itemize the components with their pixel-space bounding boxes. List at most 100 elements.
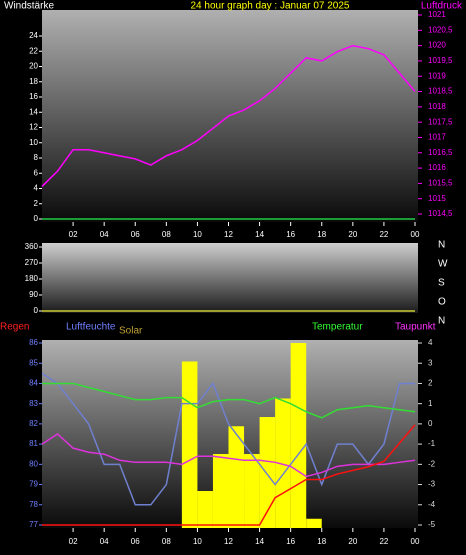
x-tick-label: 20 [348, 537, 357, 546]
y-tick-label: 81 [29, 439, 38, 448]
y-tick-label: 6 [34, 168, 39, 177]
direction-label: W [438, 259, 448, 270]
direction-label: N [438, 316, 445, 327]
x-tick-label: 22 [379, 230, 388, 239]
y-tick-label: 83 [29, 399, 38, 408]
y2-tick-label: 0 [428, 419, 433, 428]
y-tick-label: 86 [29, 338, 38, 347]
plot-bg [42, 243, 418, 313]
series-line [42, 382, 416, 419]
legend-solar: Solar [119, 326, 143, 337]
y-tick-label: 4 [34, 184, 39, 193]
solar-bar [290, 343, 307, 528]
direction-label: S [438, 278, 445, 289]
x-tick-label: 08 [162, 230, 171, 239]
y2-tick-label: 1014,5 [428, 209, 453, 218]
series-line [41, 44, 416, 187]
y-tick-label: 78 [29, 500, 38, 509]
y2-tick-label: 1019,5 [428, 56, 453, 65]
y2-tick-label: 1018 [428, 102, 446, 111]
y2-tick-label: 1015 [428, 194, 446, 203]
x-tick-label: 22 [379, 537, 388, 546]
y2-tick-label: 1016,5 [428, 148, 453, 157]
y2-tick-label: -4 [428, 500, 436, 509]
y2-tick-label: 1018,5 [428, 87, 453, 96]
y-tick-label: 8 [34, 153, 39, 162]
y-tick-label: 84 [29, 379, 38, 388]
x-tick-label: 00 [411, 230, 420, 239]
series-line [42, 424, 416, 526]
x-tick-label: 10 [193, 537, 202, 546]
legend-dewpoint: Taupunkt [395, 322, 436, 333]
y2-tick-label: 3 [428, 358, 433, 367]
y2-tick-label: 4 [428, 338, 433, 347]
series-line [41, 433, 416, 478]
solar-bar [306, 518, 322, 528]
x-tick-label: 00 [411, 537, 420, 546]
y2-tick-label: 1019 [428, 71, 446, 80]
y-tick-label: 20 [29, 62, 38, 71]
y2-tick-label: 1017 [428, 133, 446, 142]
x-tick-label: 04 [100, 230, 109, 239]
y2-label: Luftdruck [421, 1, 463, 12]
solar-bar [197, 491, 213, 528]
legend-rain: Regen [0, 322, 29, 333]
x-tick-label: 08 [162, 537, 171, 546]
y2-tick-label: -2 [428, 459, 436, 468]
x-tick-label: 10 [193, 230, 202, 239]
solar-bar [244, 454, 260, 528]
y-tick-label: 24 [29, 31, 38, 40]
y2-tick-label: -1 [428, 439, 436, 448]
y-tick-label: 14 [29, 107, 38, 116]
y2-tick-label: 1017,5 [428, 117, 453, 126]
x-tick-label: 06 [131, 230, 140, 239]
title: 24 hour graph day : Januar 07 2025 [190, 1, 349, 12]
y-tick-label: 180 [25, 274, 39, 283]
y-tick-label: 10 [29, 138, 38, 147]
y-tick-label: 12 [29, 123, 38, 132]
y-tick-label: 0 [34, 214, 39, 223]
solar-bar [181, 361, 198, 528]
y-tick-label: 360 [25, 242, 39, 251]
y2-tick-label: 1 [428, 399, 433, 408]
y2-tick-label: -3 [428, 480, 436, 489]
y2-tick-label: 1021 [428, 10, 446, 19]
x-tick-label: 02 [69, 230, 78, 239]
x-tick-label: 06 [131, 537, 140, 546]
solar-bar [228, 426, 245, 528]
x-tick-label: 14 [255, 230, 264, 239]
solar-bar [212, 454, 229, 528]
y2-tick-label: 1020,5 [428, 25, 453, 34]
x-tick-label: 16 [286, 230, 295, 239]
y-tick-label: 16 [29, 92, 38, 101]
y2-tick-label: 1020 [428, 41, 446, 50]
y-tick-label: 77 [29, 520, 38, 529]
x-tick-label: 20 [348, 230, 357, 239]
y-tick-label: 80 [29, 459, 38, 468]
y-label: Windstärke [4, 1, 54, 12]
y-label: Luftfeuchte [66, 322, 116, 333]
y-tick-label: 270 [25, 258, 39, 267]
x-tick-label: 16 [286, 537, 295, 546]
y-tick-label: 22 [29, 46, 38, 55]
y-tick-label: 18 [29, 77, 38, 86]
y2-tick-label: 1015,5 [428, 178, 453, 187]
x-tick-label: 02 [69, 537, 78, 546]
x-tick-label: 04 [100, 537, 109, 546]
y-tick-label: 90 [29, 290, 38, 299]
y-tick-label: 0 [34, 306, 39, 315]
x-tick-label: 18 [317, 537, 326, 546]
y-tick-label: 82 [29, 419, 38, 428]
y2-tick-label: 2 [428, 379, 433, 388]
x-tick-label: 18 [317, 230, 326, 239]
direction-label: N [438, 240, 445, 251]
x-tick-label: 14 [255, 537, 264, 546]
y-tick-label: 2 [34, 199, 39, 208]
x-tick-label: 12 [224, 537, 233, 546]
y2-label: Temperatur [312, 322, 363, 333]
solar-bar [259, 417, 276, 528]
y-tick-label: 79 [29, 480, 38, 489]
direction-label: O [438, 297, 446, 308]
series-line [41, 372, 415, 506]
